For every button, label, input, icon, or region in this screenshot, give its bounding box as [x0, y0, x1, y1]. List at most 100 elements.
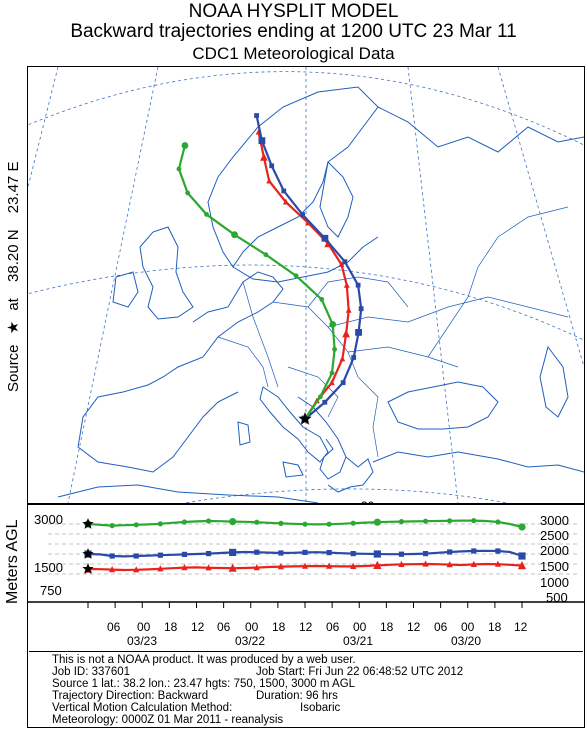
triangle-marker [470, 560, 477, 567]
left-tick-1500: 1500 [34, 560, 63, 575]
coastline [387, 381, 499, 430]
circle-marker [181, 519, 188, 525]
map-coastlines [57, 86, 584, 503]
meridian-line [28, 67, 59, 189]
circle-marker [263, 252, 269, 258]
date-label-0323: 03/23 [127, 634, 158, 648]
circle-marker [518, 523, 526, 531]
coastline [297, 396, 347, 480]
hour-label: 12 [299, 620, 313, 634]
right-tick-2500: 2500 [540, 528, 569, 543]
map-grid-label-30: 30 [361, 499, 375, 503]
triangle-marker [422, 560, 429, 567]
circle-marker [231, 231, 238, 239]
circle-marker [447, 518, 453, 524]
right-tick-500: 500 [546, 590, 568, 605]
coastline [77, 271, 284, 473]
square-marker [269, 163, 275, 169]
square-marker [351, 355, 357, 360]
latitude-line [28, 264, 584, 341]
square-marker [355, 328, 362, 336]
date-label-0321: 03/21 [343, 634, 374, 648]
coastline [377, 106, 584, 153]
circle-marker [254, 519, 260, 525]
circle-marker [229, 518, 237, 526]
circle-marker [176, 166, 182, 172]
hour-label: 18 [272, 620, 286, 634]
square-marker [109, 553, 115, 559]
circle-marker [204, 212, 209, 217]
square-marker [373, 550, 381, 558]
map-borders [217, 206, 569, 458]
square-marker [358, 306, 364, 312]
triangle-marker [350, 562, 357, 569]
triangle-marker [157, 565, 164, 572]
coastline [372, 451, 584, 473]
trajectory-line [177, 145, 336, 420]
square-marker [471, 548, 477, 554]
coastline [139, 226, 194, 320]
date-label-0322: 03/22 [235, 634, 266, 648]
country-border [327, 296, 569, 328]
meridian-line [497, 67, 584, 368]
coastline [112, 271, 139, 308]
triangle-marker [301, 562, 309, 569]
hour-label: 06 [107, 620, 121, 634]
source-star-icon [82, 548, 94, 559]
triangle-marker [398, 560, 405, 567]
square-marker [302, 549, 308, 555]
footer-vertical-method: Vertical Motion Calculation Method: [52, 702, 233, 714]
coastline [57, 484, 319, 503]
circle-marker [302, 521, 308, 527]
coastline [232, 236, 379, 283]
circle-marker [373, 518, 381, 526]
country-border [357, 376, 379, 458]
square-marker [157, 552, 163, 558]
circle-marker [329, 370, 335, 376]
triangle-marker [259, 152, 268, 161]
coastline [207, 86, 379, 268]
meridian-line [407, 67, 459, 503]
hour-label: 00 [137, 620, 151, 634]
hour-label: 18 [164, 620, 178, 634]
circle-marker [326, 521, 332, 527]
square-marker [181, 551, 188, 557]
circle-marker [181, 142, 189, 149]
square-marker [350, 551, 356, 557]
square-marker [398, 551, 405, 557]
circle-marker [495, 519, 501, 525]
coastline [327, 456, 374, 493]
circle-marker [332, 346, 337, 352]
hour-label: 12 [514, 620, 528, 634]
triangle-marker [343, 281, 350, 288]
square-marker [322, 399, 328, 405]
square-marker [300, 212, 306, 218]
date-label-0320: 03/20 [451, 634, 482, 648]
triangle-marker [109, 566, 116, 573]
triangle-marker [326, 562, 333, 569]
right-tick-3000: 3000 [540, 513, 569, 528]
circle-marker [185, 190, 191, 196]
left-tick-750: 750 [40, 583, 62, 598]
circle-marker [319, 297, 325, 302]
country-border [347, 346, 459, 368]
square-marker [133, 553, 139, 559]
square-marker [321, 234, 329, 242]
source-star-icon: ★ [5, 320, 22, 335]
triangle-marker [205, 564, 212, 571]
coastline [282, 461, 304, 478]
triangle-marker [253, 564, 260, 571]
map-bottom-border [28, 503, 584, 505]
height-panel [28, 518, 584, 608]
circle-marker [133, 522, 139, 528]
title-line-3: CDC1 Meteorological Data [192, 44, 395, 63]
square-marker [258, 137, 266, 145]
source-star-icon [82, 518, 94, 529]
coastline [259, 386, 329, 463]
right-tick-2000: 2000 [540, 543, 569, 558]
country-border [307, 276, 409, 308]
source-prefix: Source [5, 344, 22, 392]
coastline [539, 345, 569, 418]
footer-job-start: Job Start: Fri Jun 22 06:48:52 UTC 2012 [256, 666, 464, 678]
source-label: Source ★ at 38.20 N 23.47 E [4, 162, 22, 392]
